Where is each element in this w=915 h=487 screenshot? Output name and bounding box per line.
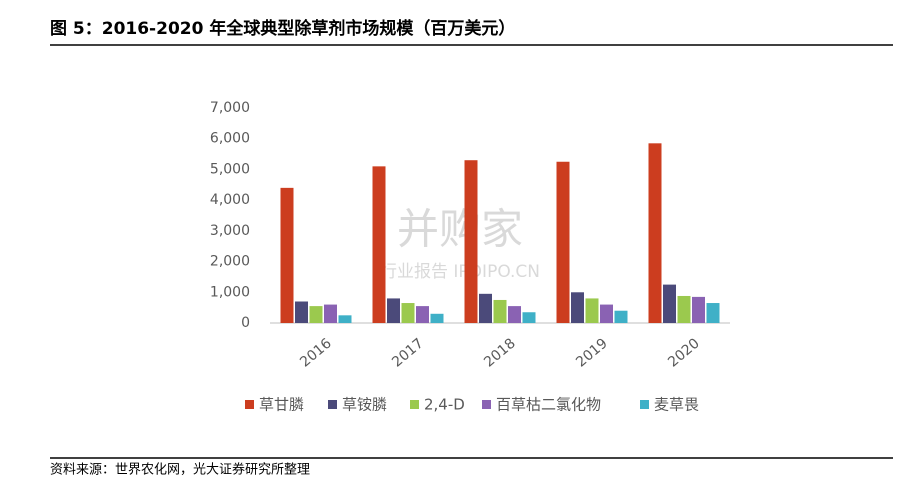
bar	[430, 313, 444, 323]
bar	[295, 301, 308, 323]
y-tick-label: 7,000	[210, 100, 250, 116]
y-tick-label: 1,000	[210, 284, 250, 300]
bar	[493, 299, 507, 323]
bar	[387, 298, 400, 323]
legend-swatch	[328, 400, 337, 409]
bar	[309, 306, 323, 323]
bar	[508, 306, 521, 323]
y-tick-label: 5,000	[210, 161, 250, 177]
x-tick-label: 2018	[481, 335, 519, 370]
y-tick-label: 2,000	[210, 254, 250, 270]
bar	[706, 303, 720, 323]
bar	[571, 292, 584, 323]
source: 资料来源：世界农化网，光大证券研究所整理	[50, 462, 310, 478]
bar	[479, 293, 492, 323]
bar	[401, 303, 415, 323]
bar	[556, 161, 570, 323]
y-tick-label: 0	[241, 315, 250, 331]
x-tick-label: 2017	[389, 335, 427, 370]
legend-label: 2,4-D	[424, 396, 465, 414]
bar	[416, 306, 429, 323]
legend-label: 百草枯二氯化物	[496, 396, 601, 414]
bar	[677, 295, 691, 323]
bar	[585, 298, 599, 323]
bar	[324, 304, 337, 323]
legend-label: 草甘膦	[259, 396, 304, 414]
x-tick-label: 2016	[297, 335, 335, 370]
y-tick-label: 3,000	[210, 223, 250, 239]
legend-swatch	[245, 400, 254, 409]
bar	[522, 312, 536, 323]
bar	[648, 143, 662, 323]
legend-label: 草铵膦	[342, 396, 387, 414]
x-tick-label: 2019	[573, 335, 611, 370]
bar	[464, 160, 478, 323]
y-tick-label: 6,000	[210, 131, 250, 147]
bar	[280, 187, 294, 323]
chart-title: 图 5：2016-2020 年全球典型除草剂市场规模（百万美元）	[50, 18, 515, 39]
y-tick-label: 4,000	[210, 192, 250, 208]
bar	[372, 166, 386, 323]
bar	[692, 296, 705, 323]
watermark: 行业报告 IPOIPO.CN	[380, 262, 540, 282]
x-tick-label: 2020	[665, 335, 703, 370]
legend-label: 麦草畏	[654, 396, 699, 414]
legend-swatch	[640, 400, 649, 409]
legend-swatch	[410, 400, 419, 409]
bar	[600, 304, 613, 323]
legend-swatch	[482, 400, 491, 409]
bar	[614, 310, 628, 323]
watermark: 并购家	[397, 205, 523, 254]
bar	[663, 284, 676, 323]
bar	[338, 315, 352, 323]
